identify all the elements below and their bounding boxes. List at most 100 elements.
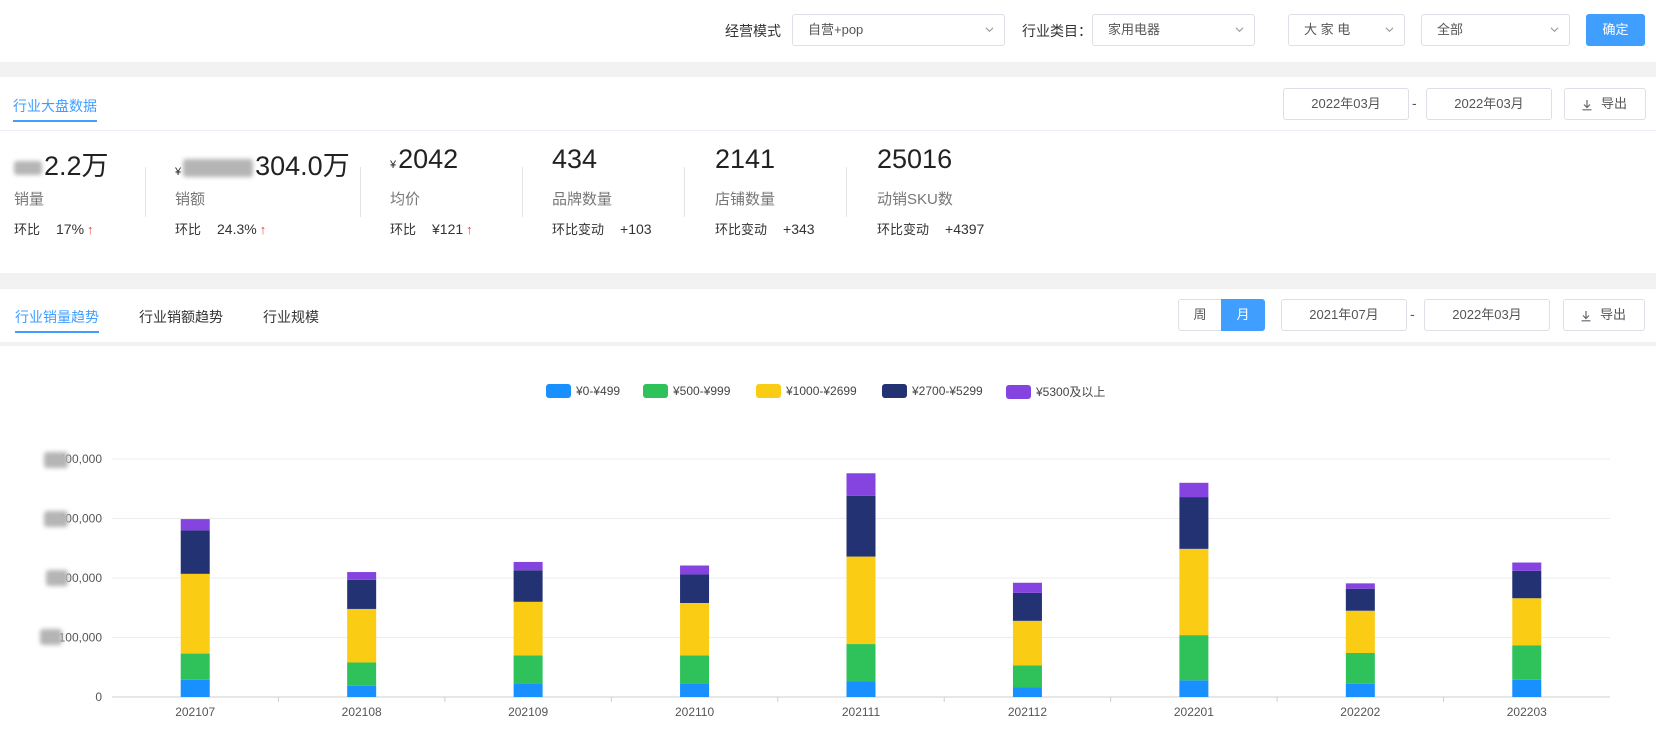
- bar-segment: [1179, 680, 1209, 697]
- export-label: 导出: [1601, 96, 1628, 111]
- divider: [0, 130, 1656, 131]
- export-label: 导出: [1600, 307, 1627, 322]
- bar-segment: [1512, 598, 1542, 646]
- legend-label: ¥0-¥499: [576, 383, 621, 398]
- tab-industry-scale[interactable]: 行业规模: [263, 309, 319, 325]
- legend-item[interactable]: ¥2700-¥5299: [882, 383, 983, 398]
- change-label: 环比变动: [877, 222, 930, 237]
- y-tick-label: 400,000: [59, 452, 103, 466]
- separator: [145, 167, 146, 217]
- legend-item[interactable]: ¥0-¥499: [546, 383, 621, 398]
- bar-segment: [1345, 588, 1375, 611]
- stat-value: 25016: [877, 144, 953, 174]
- bar-segment: [347, 572, 377, 580]
- legend-label: ¥2700-¥5299: [912, 383, 983, 398]
- bar-segment: [513, 601, 543, 656]
- overview-date-start[interactable]: 2022年03月: [1283, 88, 1409, 120]
- bar-segment: [1179, 482, 1209, 498]
- bar-segment: [1179, 497, 1209, 549]
- mode-select[interactable]: 自营+pop: [792, 14, 1005, 46]
- bar-segment: [680, 565, 710, 575]
- masked-value: [44, 511, 68, 527]
- legend-item[interactable]: ¥5300及以上: [1006, 383, 1105, 399]
- chevron-down-icon: [1385, 27, 1394, 33]
- subcategory-select[interactable]: 大 家 电: [1288, 14, 1405, 46]
- trend-header: 行业销量趋势 行业销额趋势 行业规模 周 月 2021年07月 - 2022年0…: [0, 289, 1656, 342]
- scope-select[interactable]: 全部: [1421, 14, 1570, 46]
- tab-sales-volume-trend[interactable]: 行业销量趋势: [15, 309, 99, 333]
- change-value: +4397: [945, 221, 985, 237]
- chevron-down-icon: [1235, 27, 1244, 33]
- bar-segment: [1345, 652, 1375, 684]
- bar-segment: [846, 495, 876, 557]
- change-label: 环比变动: [552, 222, 605, 237]
- stat-label: 销额: [175, 191, 206, 208]
- bar-segment: [513, 655, 543, 684]
- overview-export-button[interactable]: 导出: [1564, 88, 1646, 120]
- masked-value: [183, 158, 254, 177]
- stat-label: 店铺数量: [715, 191, 776, 208]
- industry-label: 行业类目：: [1022, 23, 1092, 39]
- trend-date-start[interactable]: 2021年07月: [1281, 299, 1407, 331]
- industry-select[interactable]: 家用电器: [1092, 14, 1255, 46]
- trend-export-button[interactable]: 导出: [1563, 299, 1645, 331]
- arrow-up-icon: ↑: [466, 222, 473, 237]
- separator: [360, 167, 361, 217]
- bar-segment: [180, 530, 210, 574]
- bar-segment: [1345, 583, 1375, 589]
- trend-date-end[interactable]: 2022年03月: [1424, 299, 1550, 331]
- masked-value: [40, 629, 62, 645]
- bar-segment: [1179, 548, 1209, 636]
- y-tick-label: 0: [95, 690, 102, 704]
- tab-industry-overview[interactable]: 行业大盘数据: [13, 98, 97, 122]
- bar-segment: [347, 608, 377, 663]
- x-tick-label: 202107: [175, 705, 215, 719]
- tab-sales-amount-trend[interactable]: 行业销额趋势: [139, 309, 223, 325]
- date-separator: -: [1410, 306, 1415, 322]
- bar-segment: [680, 574, 710, 603]
- stat-value: 2042: [398, 144, 459, 174]
- bar-segment: [846, 681, 876, 697]
- bar-segment: [680, 655, 710, 684]
- legend-label: ¥500-¥999: [673, 383, 731, 398]
- date-separator: -: [1412, 95, 1417, 111]
- change-value: 24.3%: [217, 221, 257, 237]
- scope-select-value: 全部: [1437, 22, 1464, 37]
- legend-item[interactable]: ¥500-¥999: [643, 383, 731, 398]
- masked-value: [46, 570, 68, 586]
- stat-value: 2141: [715, 144, 776, 174]
- legend-swatch: [756, 383, 781, 398]
- stat-value: 304.0万: [255, 151, 350, 181]
- bar-segment: [1512, 570, 1542, 599]
- period-month-button[interactable]: 月: [1221, 299, 1265, 331]
- change-value: ¥121: [432, 221, 464, 237]
- bar-segment: [1012, 620, 1042, 666]
- legend-item[interactable]: ¥1000-¥2699: [756, 383, 857, 398]
- y-tick-label: 300,000: [59, 512, 103, 526]
- download-icon: [1581, 311, 1591, 322]
- change-value: 17%: [56, 221, 85, 237]
- legend-label: ¥1000-¥2699: [786, 383, 857, 398]
- arrow-up-icon: ↑: [259, 222, 267, 237]
- stat-value: 2.2万: [44, 151, 109, 181]
- bar-segment: [513, 683, 543, 697]
- bar-segment: [1512, 645, 1542, 680]
- bar-segment: [1512, 562, 1542, 571]
- bar-segment: [680, 683, 710, 697]
- x-tick-label: 202201: [1174, 705, 1214, 719]
- change-label: 环比: [14, 222, 41, 237]
- bar-segment: [1512, 679, 1542, 697]
- confirm-button[interactable]: 确定: [1586, 14, 1645, 46]
- overview-date-end[interactable]: 2022年03月: [1426, 88, 1552, 120]
- bar-segment: [1345, 610, 1375, 653]
- x-tick-label: 202203: [1507, 705, 1547, 719]
- bar-segment: [846, 644, 876, 682]
- bar-segment: [180, 519, 210, 531]
- chevron-down-icon: [1550, 27, 1559, 33]
- period-week-button[interactable]: 周: [1178, 299, 1222, 331]
- industry-select-value: 家用电器: [1108, 22, 1161, 37]
- x-tick-label: 202202: [1340, 705, 1380, 719]
- bar-segment: [347, 579, 377, 609]
- legend-swatch: [546, 383, 571, 398]
- bar-segment: [180, 653, 210, 680]
